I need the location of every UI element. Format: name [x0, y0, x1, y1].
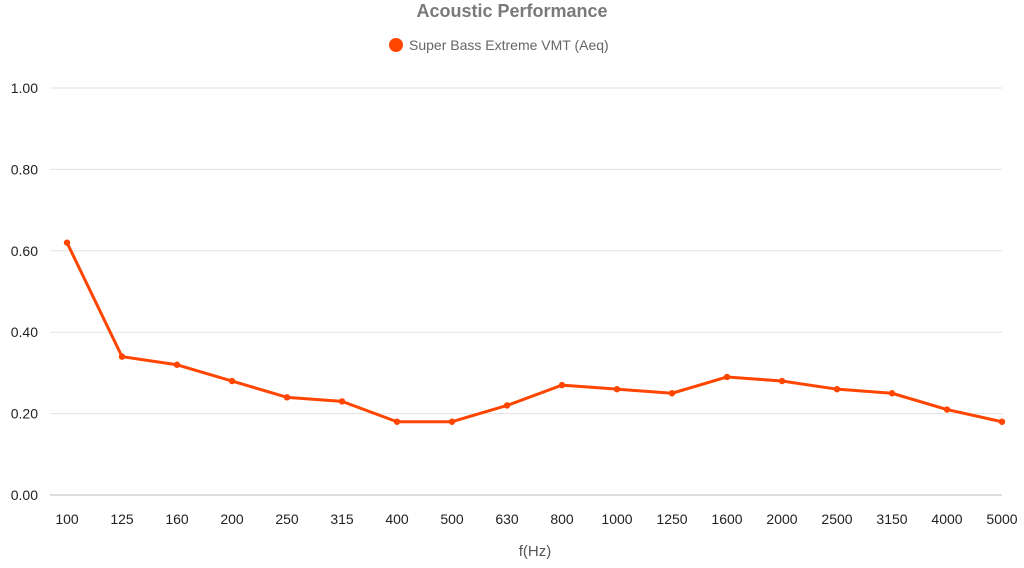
- x-tick-label: 160: [165, 511, 189, 527]
- data-point[interactable]: [173, 361, 181, 368]
- y-tick-label: 0.60: [11, 243, 38, 259]
- data-point[interactable]: [283, 394, 291, 401]
- data-point[interactable]: [63, 239, 71, 246]
- data-point[interactable]: [118, 353, 126, 360]
- data-point[interactable]: [943, 406, 951, 413]
- x-tick-label: 400: [385, 511, 409, 527]
- data-point[interactable]: [448, 418, 456, 425]
- x-tick-label: 250: [275, 511, 299, 527]
- data-point[interactable]: [723, 373, 731, 381]
- x-tick-label: 125: [110, 511, 134, 527]
- x-tick-label: 5000: [986, 511, 1017, 527]
- x-tick-label: 2500: [821, 511, 852, 527]
- x-tick-label: 630: [495, 511, 519, 527]
- legend-marker-icon: [389, 38, 403, 52]
- x-tick-label: 315: [330, 511, 354, 527]
- chart-title: Acoustic Performance: [416, 1, 607, 21]
- data-point[interactable]: [558, 381, 566, 389]
- x-axis-title: f(Hz): [519, 543, 552, 560]
- plot-area: [63, 239, 1006, 425]
- data-point[interactable]: [998, 418, 1006, 425]
- data-point[interactable]: [668, 390, 676, 397]
- x-tick-label: 100: [55, 511, 79, 527]
- y-axis-ticks: 0.00 0.20 0.40 0.60 0.80 1.00: [11, 80, 38, 503]
- y-tick-label: 0.40: [11, 324, 38, 340]
- x-tick-label: 1600: [711, 511, 742, 527]
- x-tick-label: 1250: [656, 511, 687, 527]
- data-point[interactable]: [393, 418, 401, 425]
- x-tick-label: 4000: [931, 511, 962, 527]
- data-point[interactable]: [338, 398, 346, 405]
- y-tick-label: 1.00: [11, 80, 38, 96]
- x-axis-ticks: 100 125 160 200 250 315 400 500 630 800 1000 1250 16…: [55, 511, 1017, 527]
- gridlines: [50, 87, 1002, 496]
- y-tick-label: 0.20: [11, 406, 38, 422]
- data-point[interactable]: [833, 385, 841, 393]
- series-line: [65, 241, 1004, 424]
- data-point[interactable]: [778, 377, 786, 385]
- x-tick-label: 800: [550, 511, 574, 527]
- x-tick-label: 500: [440, 511, 464, 527]
- data-point[interactable]: [228, 377, 236, 385]
- x-tick-label: 2000: [766, 511, 797, 527]
- y-tick-label: 0.00: [11, 487, 38, 503]
- data-point[interactable]: [888, 390, 896, 397]
- data-point[interactable]: [503, 402, 511, 409]
- x-tick-label: 1000: [601, 511, 632, 527]
- x-tick-label: 200: [220, 511, 244, 527]
- data-point[interactable]: [613, 385, 621, 393]
- legend[interactable]: Super Bass Extreme VMT (Aeq): [389, 37, 609, 53]
- y-tick-label: 0.80: [11, 161, 38, 177]
- legend-label: Super Bass Extreme VMT (Aeq): [409, 37, 609, 53]
- x-tick-label: 3150: [876, 511, 907, 527]
